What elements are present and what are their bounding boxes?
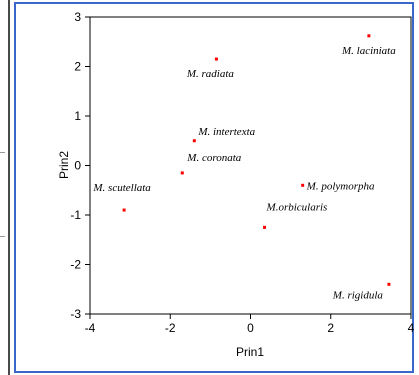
panel-divider	[8, 0, 10, 375]
data-point	[387, 282, 391, 286]
data-points: M. radiata M. laciniata M. intertexta M. co…	[92, 34, 396, 301]
data-point-label: M. scutellata	[92, 182, 151, 194]
data-point-label: M. coronata	[186, 152, 241, 164]
y-tick-label: 2	[74, 60, 81, 74]
y-tick-label: 1	[74, 109, 81, 123]
y-axis: 3 2 1 0 -1 -2 -3	[70, 10, 90, 321]
data-point	[263, 225, 267, 229]
data-point	[214, 57, 218, 61]
y-tick-label: 3	[74, 10, 81, 24]
panel-tick	[0, 236, 5, 237]
x-tick-label: -2	[165, 321, 176, 335]
x-tick-label: 2	[327, 321, 334, 335]
data-point-label: M. laciniata	[341, 45, 396, 57]
data-point-label: M. intertexta	[197, 126, 255, 138]
data-point	[367, 34, 371, 38]
data-point	[180, 171, 184, 175]
y-tick-label: 0	[74, 159, 81, 173]
x-axis-title: Prin1	[236, 345, 264, 359]
chart-frame	[14, 2, 414, 373]
y-axis-title: Prin2	[57, 151, 71, 179]
data-point-label: M.orbicularis	[266, 201, 328, 213]
data-point	[192, 139, 196, 143]
data-point-label: M. radiata	[186, 68, 235, 80]
left-panel-edge	[0, 0, 14, 375]
data-point	[122, 208, 126, 212]
x-tick-label: 4	[408, 321, 415, 335]
plot-area	[89, 16, 412, 315]
data-point-label: M. rigidula	[332, 289, 384, 301]
panel-tick	[0, 152, 5, 153]
x-axis: -4 -2 0 2 4	[85, 314, 415, 335]
y-tick-label: -3	[70, 307, 81, 321]
data-point-label: M. polymorpha	[306, 180, 375, 192]
y-tick-label: -1	[70, 208, 81, 222]
y-tick-label: -2	[70, 258, 81, 272]
x-tick-label: -4	[85, 321, 96, 335]
x-tick-label: 0	[247, 321, 254, 335]
data-point	[301, 183, 305, 187]
